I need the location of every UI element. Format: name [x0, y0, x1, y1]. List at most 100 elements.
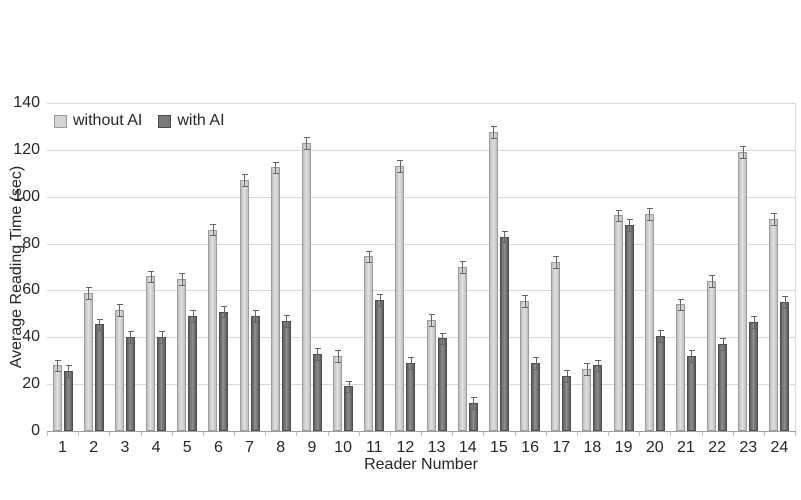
bar-without-ai-reader-3 — [114, 310, 124, 431]
error-bar-line — [618, 209, 620, 222]
bar-without-ai-reader-1 — [52, 365, 62, 431]
error-bar-line — [410, 357, 412, 369]
error-bar-cap-bottom — [657, 341, 664, 343]
error-bar-line — [680, 298, 682, 311]
error-bar-line — [742, 146, 744, 159]
y-tick-label-120: 120 — [13, 140, 40, 158]
error-bar-cap-top — [179, 272, 186, 274]
bar-with-ai-reader-24 — [780, 302, 790, 431]
bar-without-ai-reader-7 — [239, 180, 249, 431]
bar-with-ai-reader-9 — [312, 353, 322, 431]
x-tick-mark — [545, 432, 547, 436]
bar-without-ai-reader-10 — [333, 356, 343, 431]
error-bar-cap-bottom — [459, 272, 466, 274]
bar-with-ai-reader-8 — [281, 320, 291, 431]
x-tick-mark — [670, 432, 672, 436]
bar-with-ai-reader-13 — [437, 338, 447, 431]
x-tick-label-20: 20 — [645, 439, 664, 456]
error-bar-line — [442, 332, 444, 345]
error-bar-cap-top — [159, 331, 166, 333]
x-tick-label-14: 14 — [458, 439, 477, 456]
error-bar-cap-top — [615, 209, 622, 211]
x-tick-mark — [265, 432, 267, 436]
error-bar-cap-top — [470, 397, 477, 399]
bar-without-ai-reader-17 — [551, 262, 561, 431]
x-tick-mark — [421, 432, 422, 436]
error-bar-cap-bottom — [96, 330, 103, 332]
error-bar-cap-top — [740, 146, 747, 148]
x-tick-mark — [234, 432, 235, 436]
x-tick-label-3: 3 — [120, 439, 130, 456]
x-tick-label-9: 9 — [307, 439, 317, 456]
error-bar-cap-top — [688, 350, 695, 352]
bar-with-ai-reader-2 — [94, 324, 104, 431]
error-bar-cap-top — [65, 365, 72, 367]
x-tick-mark — [327, 432, 329, 436]
x-tick-mark — [795, 432, 796, 436]
error-bar-cap-bottom — [533, 368, 540, 370]
bar-without-ai-reader-21 — [675, 304, 685, 431]
error-bar-line — [535, 357, 537, 369]
x-tick-mark — [732, 432, 734, 436]
error-bar-cap-bottom — [553, 268, 560, 270]
x-tick-mark — [576, 432, 578, 436]
x-tick-label-23: 23 — [739, 439, 758, 456]
bar-with-ai-reader-5 — [188, 316, 198, 431]
y-tick-label-0: 0 — [31, 422, 40, 439]
bar-with-ai-reader-21 — [686, 356, 696, 431]
error-bar-cap-bottom — [771, 224, 778, 226]
y-tick-label-40: 40 — [22, 328, 40, 346]
error-bar-line — [119, 304, 121, 317]
error-bar-line — [223, 305, 225, 318]
x-tick-label-11: 11 — [365, 439, 383, 456]
error-bar-line — [348, 380, 350, 393]
error-bar-cap-bottom — [272, 173, 279, 175]
error-bar-line — [586, 363, 588, 375]
x-tick-label-5: 5 — [182, 439, 192, 456]
x-tick-mark — [78, 432, 80, 436]
error-bar-cap-top — [677, 298, 684, 300]
x-tick-mark — [358, 432, 360, 436]
x-tick-label-4: 4 — [151, 439, 161, 456]
bar-without-ai-reader-12 — [395, 166, 405, 431]
error-bar-cap-bottom — [116, 316, 123, 318]
error-bar-line — [99, 318, 101, 331]
x-tick-label-22: 22 — [708, 439, 726, 456]
error-bar-line — [649, 208, 651, 221]
error-bar-cap-bottom — [190, 322, 197, 324]
bar-without-ai-reader-6 — [208, 229, 218, 431]
bar-without-ai-reader-9 — [301, 142, 311, 431]
error-bar-cap-top — [303, 136, 310, 138]
error-bar-line — [88, 286, 90, 299]
error-bar-cap-top — [252, 310, 259, 312]
error-bar-cap-top — [501, 230, 508, 232]
error-bar-cap-top — [221, 305, 228, 307]
x-tick-label-16: 16 — [521, 439, 539, 456]
error-bar-cap-bottom — [720, 350, 727, 352]
error-bar-line — [317, 347, 319, 360]
bar-with-ai-reader-12 — [406, 363, 416, 431]
error-bar-line — [660, 330, 662, 342]
error-bar-line — [566, 370, 568, 382]
error-bar-cap-bottom — [646, 220, 653, 222]
gridline-y-20 — [47, 384, 795, 386]
bar-with-ai-reader-18 — [593, 365, 603, 431]
gridline-y-80 — [47, 243, 795, 245]
x-tick-mark — [47, 432, 48, 436]
x-tick-mark — [639, 432, 641, 436]
error-bar-cap-top — [522, 295, 529, 297]
error-bar-cap-bottom — [470, 408, 477, 410]
error-bar-cap-bottom — [408, 368, 415, 370]
x-tick-label-19: 19 — [614, 439, 633, 456]
error-bar-cap-top — [283, 315, 290, 317]
error-bar-cap-bottom — [54, 371, 61, 373]
error-bar-line — [773, 213, 775, 225]
error-bar-cap-top — [190, 310, 197, 312]
error-bar-line — [493, 126, 495, 139]
legend-label-without-ai: without AI — [73, 112, 143, 129]
error-bar-line — [711, 275, 713, 287]
bar-without-ai-reader-11 — [364, 256, 374, 431]
x-tick-label-12: 12 — [396, 439, 415, 456]
gridline-y-140 — [47, 103, 795, 104]
bar-with-ai-reader-6 — [219, 311, 229, 431]
